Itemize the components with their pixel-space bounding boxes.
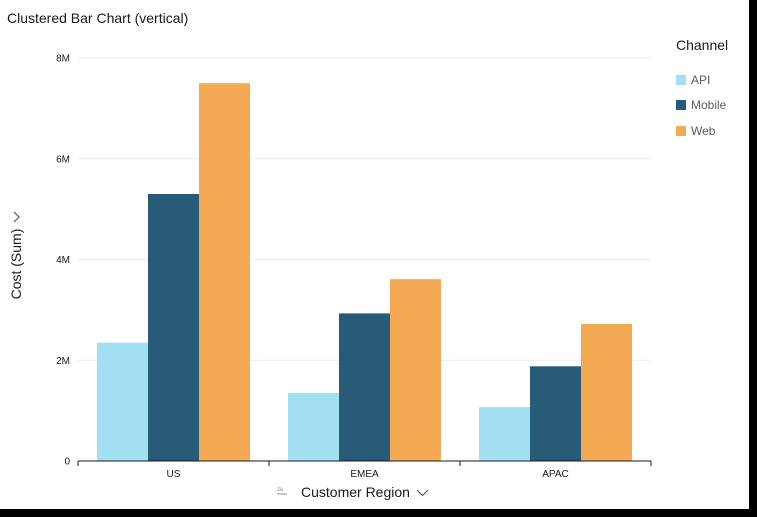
- legend-swatch: [676, 100, 686, 111]
- bar-web-apac: [581, 323, 632, 461]
- bar-mobile-emea: [339, 313, 390, 461]
- bar-mobile-apac: [530, 366, 581, 461]
- y-tick-label: 0: [64, 457, 70, 468]
- y-tick-label: 2M: [56, 356, 70, 367]
- x-tick-label: US: [167, 469, 181, 480]
- sort-za-icon[interactable]: z a: [277, 486, 289, 498]
- bar-web-us: [199, 83, 250, 461]
- legend-label: Web: [691, 123, 716, 138]
- legend-swatch: [676, 125, 686, 136]
- chart-plot: 0 2M 4M 6M 8M US EMEA APAC: [56, 54, 652, 480]
- y-tick-label: 6M: [56, 154, 70, 165]
- x-tick-label: APAC: [542, 469, 569, 480]
- legend: Channel API Mobile Web: [676, 37, 728, 144]
- legend-title: Channel: [676, 37, 729, 53]
- legend-item-web[interactable]: Web: [676, 118, 728, 144]
- chevron-down-icon[interactable]: [416, 484, 429, 500]
- bar-mobile-us: [148, 194, 199, 461]
- chevron-down-icon[interactable]: [8, 211, 24, 223]
- x-axis-label: Customer Region: [301, 484, 410, 500]
- bar-api-us: [97, 342, 148, 461]
- chart-title: Clustered Bar Chart (vertical): [7, 10, 189, 26]
- legend-label: Mobile: [691, 98, 727, 113]
- x-axis-title[interactable]: z a Customer Region: [277, 484, 429, 500]
- y-tick-label: 8M: [56, 54, 70, 65]
- legend-swatch: [676, 74, 686, 85]
- y-tick-label: 4M: [56, 255, 70, 266]
- y-axis-title[interactable]: Cost (Sum): [8, 200, 24, 310]
- legend-label: API: [691, 72, 711, 87]
- bar-api-emea: [288, 392, 339, 461]
- bar-web-emea: [390, 279, 441, 461]
- y-axis-label: Cost (Sum): [8, 228, 24, 300]
- svg-text:z a: z a: [277, 487, 284, 493]
- chart-card: Clustered Bar Chart (vertical) 0 2M 4M 6M 8M…: [0, 0, 749, 509]
- x-tick-label: EMEA: [350, 469, 379, 480]
- legend-item-mobile[interactable]: Mobile: [676, 93, 728, 119]
- legend-item-api[interactable]: API: [676, 67, 728, 93]
- bar-api-apac: [479, 407, 530, 461]
